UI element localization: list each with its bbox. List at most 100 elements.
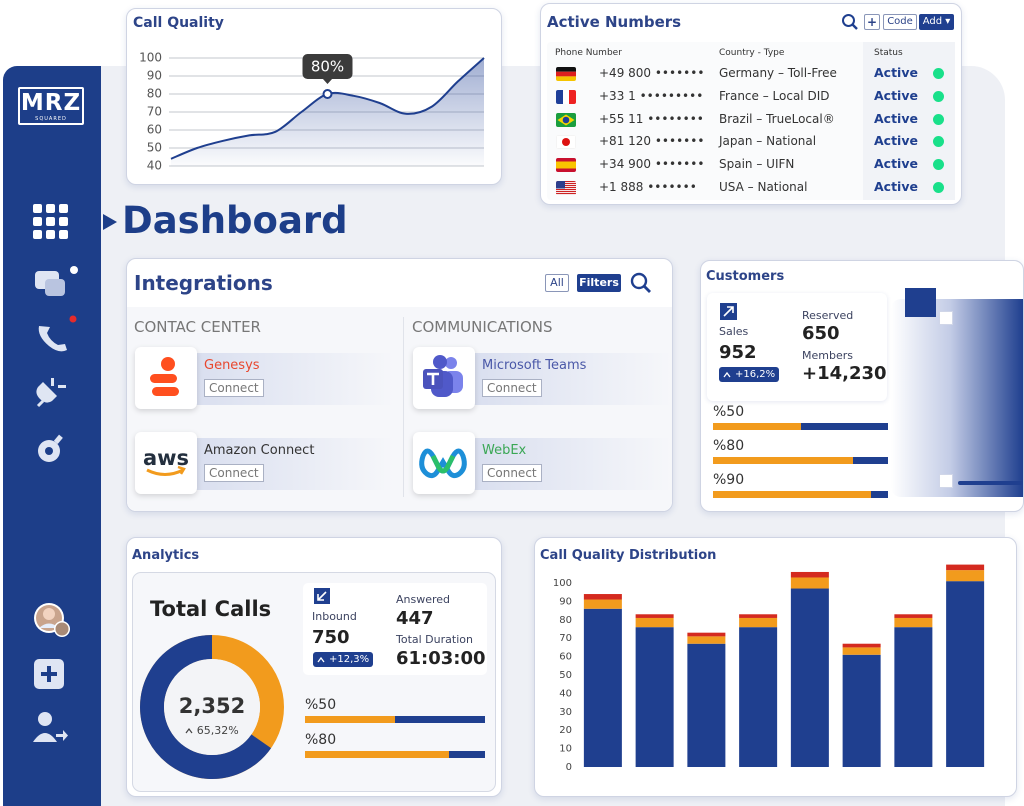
logout[interactable] — [33, 712, 68, 742]
connect-button[interactable]: Connect — [482, 379, 542, 397]
connect-button[interactable]: Connect — [204, 464, 264, 482]
y-tick-label: 50 — [559, 670, 572, 681]
status-dot — [933, 182, 944, 193]
phone-number: +55 11 •••••••• — [599, 111, 704, 126]
progress-label: %90 — [713, 472, 745, 488]
country-type: Japan – National — [719, 134, 817, 149]
reserved-label: Reserved — [802, 309, 854, 322]
add-button[interactable] — [34, 659, 64, 689]
decor-square — [905, 288, 936, 317]
analytics-card: Analytics Total Calls 2,352 65,32% Inbou… — [126, 537, 502, 797]
logo-shape — [150, 374, 177, 383]
y-tick-label: 60 — [147, 123, 162, 137]
reserved-value: 650 — [802, 323, 840, 344]
customers-card: Customers Sales 952 +16,2% Reserved 650 … — [700, 260, 1024, 512]
bar-segment — [790, 588, 829, 767]
add-button[interactable]: Add ▾ — [919, 14, 954, 30]
logo-shape — [177, 465, 186, 475]
decor-line — [958, 481, 1023, 485]
country-type: Brazil – TrueLocal® — [719, 111, 835, 126]
nav-settings[interactable] — [38, 434, 63, 462]
bar-segment — [739, 617, 778, 628]
bar-segment — [635, 614, 674, 618]
y-tick-label: 0 — [566, 762, 572, 773]
filter-filters[interactable]: Filters — [577, 274, 621, 292]
flag — [556, 183, 576, 185]
annotation-point — [322, 89, 333, 99]
logo[interactable] — [18, 87, 84, 125]
progress-label: %50 — [713, 404, 745, 420]
country-type: Spain – UIFN — [719, 157, 795, 172]
status: Active — [874, 156, 918, 172]
code-button[interactable]: Code — [883, 14, 917, 30]
y-tick-label: 100 — [139, 51, 162, 65]
donut-segment — [140, 635, 272, 779]
logo-tile — [413, 432, 475, 494]
bar-segment — [635, 627, 674, 767]
total-calls-share-row: 65,32% — [162, 725, 262, 736]
bar-segment — [894, 617, 933, 628]
flag — [556, 185, 576, 187]
integrations-card: Integrations All Filters CONTAC CENTER Ge… — [126, 258, 673, 512]
flag — [556, 67, 576, 72]
bar-segment — [946, 570, 985, 582]
y-tick-label: 70 — [147, 105, 162, 119]
logo-shape — [161, 357, 175, 371]
inbound-change-text: +12,3% — [329, 654, 370, 665]
connect-button[interactable]: Connect — [204, 379, 264, 397]
sales-change: +16,2% — [719, 367, 780, 382]
bar-segment — [946, 564, 985, 571]
flag — [556, 189, 576, 191]
y-tick-label: 40 — [559, 688, 572, 699]
y-tick-label: 80 — [559, 615, 572, 626]
bar-segment — [894, 614, 933, 618]
country-type: France – Local DID — [719, 88, 830, 103]
flag-icon — [556, 181, 576, 195]
bar-segment — [790, 577, 829, 589]
search-icon[interactable] — [630, 272, 652, 294]
inbound-label: Inbound — [312, 610, 357, 623]
search-icon[interactable] — [841, 13, 859, 31]
logo-tagline: SQUARED — [35, 116, 67, 122]
caret-up — [185, 728, 193, 734]
active-numbers-card: Active Numbers + Code Add ▾ Phone Number… — [540, 3, 962, 205]
country-type: USA – National — [719, 180, 808, 194]
sidebar-icons — [33, 204, 78, 742]
nav-integrations[interactable] — [36, 378, 66, 408]
logo — [423, 355, 463, 397]
card-title: Integrations — [134, 271, 273, 295]
logo — [150, 357, 179, 396]
flag — [556, 181, 565, 189]
flag — [562, 116, 570, 123]
total-calls-label: Total Calls — [150, 597, 272, 621]
call-quality-chart: 40 50 60 70 80 90 100 80% — [139, 51, 485, 173]
y-tick-label: 90 — [147, 69, 162, 83]
country-type: Germany – Toll-Free — [719, 66, 837, 80]
phone-number: +34 900 ••••••• — [599, 157, 705, 172]
decor-square — [939, 311, 953, 325]
flag — [569, 89, 576, 104]
nav-calls[interactable] — [38, 315, 77, 352]
section-title: CONTAC CENTER — [134, 318, 261, 336]
bar-segment — [842, 647, 881, 655]
progress-fill — [305, 716, 395, 723]
filter-all[interactable]: All — [545, 274, 569, 292]
bar-segment — [583, 608, 622, 767]
flag — [556, 89, 563, 104]
flag — [556, 71, 576, 77]
flag-icon — [556, 112, 576, 127]
bar-segment — [946, 581, 985, 767]
logo-tile — [413, 347, 475, 409]
add-number-icon[interactable]: + — [864, 14, 880, 30]
nav-chat[interactable] — [35, 266, 78, 296]
progress-fill — [713, 491, 871, 498]
connect-button[interactable]: Connect — [482, 464, 542, 482]
nav-dashboard[interactable] — [33, 204, 68, 239]
bar-segment — [687, 636, 726, 644]
flag-icon — [556, 135, 576, 150]
flag — [556, 76, 576, 81]
user-avatar[interactable] — [34, 603, 70, 637]
phone-number: +1 888 ••••••• — [599, 180, 697, 194]
progress-track — [305, 716, 485, 723]
